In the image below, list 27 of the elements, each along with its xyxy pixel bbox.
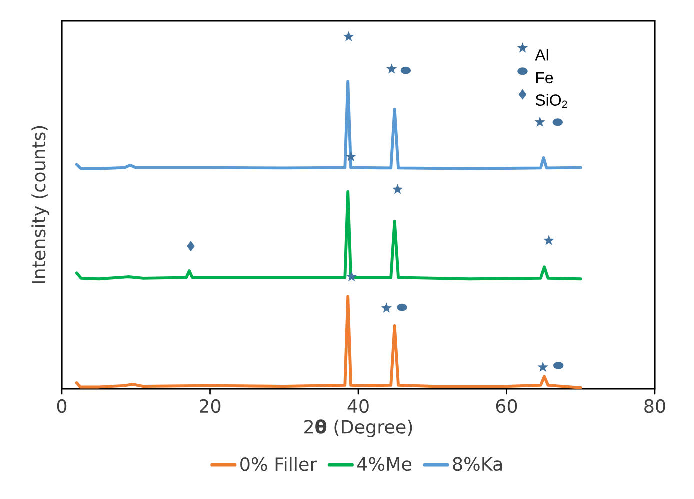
point: [554, 362, 564, 370]
legend-label: Fe: [536, 72, 554, 84]
point: [346, 151, 356, 162]
legend-label: 4%Me: [358, 457, 412, 472]
point: [346, 271, 358, 282]
x-tick-label: 0: [57, 399, 67, 414]
point: [400, 66, 412, 74]
legend-label: SiO$_{2}$: [536, 94, 568, 108]
legend-label: Al: [535, 49, 548, 61]
point: [552, 118, 564, 126]
point: [397, 304, 408, 312]
x-tick-label: 60: [496, 399, 518, 414]
y-axis-title: Intensity (counts): [32, 126, 50, 284]
x-axis-title: 2θ (Degree): [304, 420, 412, 438]
legend-label: 8%Ka: [453, 457, 502, 472]
point: [344, 31, 354, 42]
point: [381, 302, 392, 313]
point: [386, 64, 398, 74]
legend-label: 0% Filler: [240, 457, 318, 472]
point: [534, 116, 546, 127]
x-tick-label: 80: [644, 399, 666, 414]
point: [392, 184, 404, 194]
x-tick-label: 40: [348, 399, 369, 414]
point: [544, 235, 554, 246]
point: [187, 241, 195, 252]
x-tick-label: 20: [200, 399, 221, 414]
point: [538, 362, 548, 372]
